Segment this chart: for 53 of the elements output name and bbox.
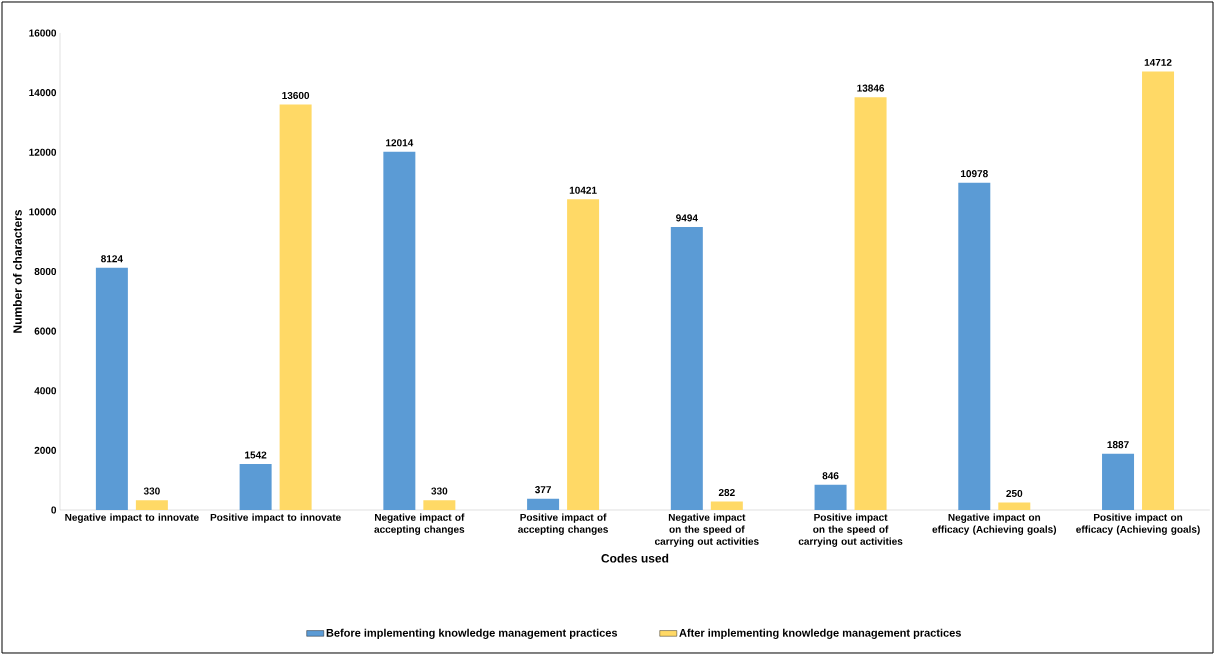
y-tick-label: 0 xyxy=(51,506,57,514)
data-label: 330 xyxy=(431,487,448,495)
y-tick-label: 12000 xyxy=(29,148,57,156)
y-tick-label: 10000 xyxy=(29,208,57,216)
data-label: 330 xyxy=(143,487,160,495)
legend-label: Before implementing knowledge management practices xyxy=(326,628,618,639)
y-tick-label: 14000 xyxy=(29,89,57,97)
bar xyxy=(135,500,168,510)
x-axis-title: Codes used xyxy=(601,553,669,563)
data-label: 846 xyxy=(822,472,839,480)
bar xyxy=(814,484,847,510)
x-tick-label: Positive impact on the speed of carrying out activities xyxy=(798,513,903,547)
y-axis-title: Number of characters xyxy=(13,209,22,333)
x-tick-label: Negative impact to innovate xyxy=(65,513,199,523)
data-label: 282 xyxy=(718,488,735,497)
bar xyxy=(567,199,600,510)
data-label: 12014 xyxy=(386,139,414,147)
bar xyxy=(670,226,703,510)
bar xyxy=(383,151,416,510)
bar xyxy=(710,501,743,510)
x-tick-label: Positive impact of accepting changes xyxy=(518,513,608,535)
bar xyxy=(998,502,1031,510)
legend-label: After implementing knowledge management practices xyxy=(679,628,961,639)
data-label: 9494 xyxy=(676,214,698,222)
data-label: 8124 xyxy=(101,255,123,263)
data-label: 10421 xyxy=(569,186,597,194)
data-label: 1887 xyxy=(1107,441,1129,449)
x-tick-label: Negative impact on efficacy (Achieving goals) xyxy=(932,513,1057,535)
data-label: 10978 xyxy=(961,170,988,178)
data-label: 14712 xyxy=(1144,58,1172,66)
bar xyxy=(854,97,887,510)
bar xyxy=(423,500,456,510)
bar xyxy=(527,498,560,510)
bar xyxy=(95,267,128,510)
bar xyxy=(958,182,991,510)
data-label: 250 xyxy=(1006,489,1023,497)
bar xyxy=(239,464,272,510)
y-tick-label: 4000 xyxy=(34,387,57,395)
data-label: 1542 xyxy=(245,451,267,459)
y-tick-label: 6000 xyxy=(34,327,57,335)
data-label: 13846 xyxy=(857,84,885,92)
x-tick-label: Positive impact on efficacy (Achieving goals) xyxy=(1076,513,1200,535)
y-tick-label: 16000 xyxy=(29,29,57,37)
bar xyxy=(279,104,312,510)
y-tick-label: 8000 xyxy=(34,267,57,276)
data-label: 13600 xyxy=(282,91,310,100)
y-tick-label: 2000 xyxy=(34,446,57,454)
x-tick-label: Negative impact of accepting changes xyxy=(374,513,465,535)
bar xyxy=(1142,71,1175,510)
data-label: 377 xyxy=(534,486,551,494)
x-tick-label: Positive impact to innovate xyxy=(210,513,341,523)
bar xyxy=(1102,453,1135,510)
x-tick-label: Negative impact on the speed of carrying out activities xyxy=(654,513,759,547)
